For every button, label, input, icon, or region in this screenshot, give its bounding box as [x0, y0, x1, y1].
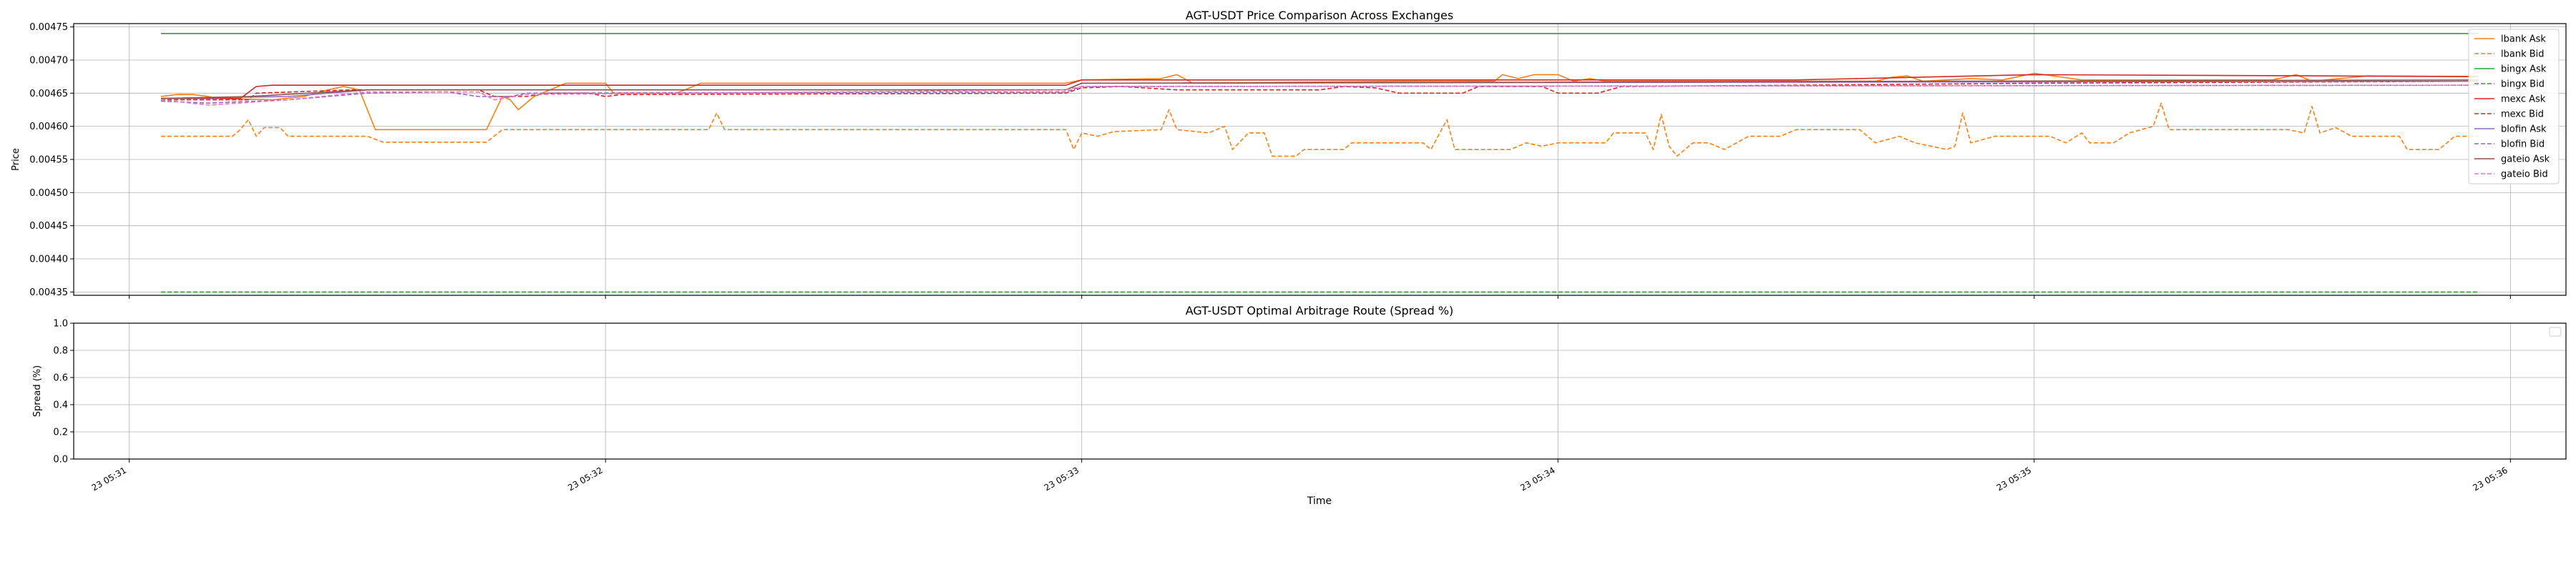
spread-chart-title: AGT-USDT Optimal Arbitrage Route (Spread…	[1186, 304, 1454, 317]
price-y-tick-label: 0.00440	[29, 255, 68, 265]
spread-y-tick-label: 0.8	[53, 346, 68, 357]
legend-label-bingx-bid: bingx Bid	[2501, 79, 2545, 90]
spread-chart-y-ticks: 0.0 0.2 0.4 0.6 0.8 1.0	[53, 319, 74, 465]
series-line-mexc-ask	[161, 74, 2479, 99]
legend-label-bingx-ask: bingx Ask	[2501, 64, 2547, 75]
price-y-tick-label: 0.00465	[29, 89, 68, 99]
series-line-blofin-bid	[160, 84, 2479, 104]
spread-y-tick-label: 1.0	[53, 319, 68, 330]
legend-box	[2468, 29, 2560, 184]
price-y-tick-label: 0.00460	[29, 122, 68, 132]
legend-label-lbank-ask: lbank Ask	[2501, 34, 2546, 45]
legend-label-blofin-ask: blofin Ask	[2501, 124, 2547, 135]
series-line-mexc-bid	[161, 80, 2479, 101]
legend-label-gateio-bid: gateio Bid	[2501, 169, 2548, 180]
price-chart-legend: lbank Ask lbank Bid bingx Ask bingx Bid mexc…	[2468, 29, 2560, 184]
price-y-tick-label: 0.00450	[29, 188, 68, 199]
legend-label-blofin-bid: blofin Bid	[2501, 139, 2545, 150]
x-axis-label: Time	[1307, 495, 1332, 507]
price-y-tick-label: 0.00445	[29, 221, 68, 232]
spread-y-tick-label: 0.2	[53, 428, 68, 438]
spread-y-tick-label: 0.0	[53, 455, 68, 465]
legend-label-gateio-ask: gateio Ask	[2501, 154, 2550, 165]
legend-label-mexc-ask: mexc Ask	[2501, 94, 2546, 105]
legend-label-mexc-bid: mexc Bid	[2501, 109, 2544, 120]
price-chart-title: AGT-USDT Price Comparison Across Exchang…	[1186, 9, 1453, 22]
price-comparison-chart: 0.00435 0.00440 0.00445 0.00450 0.00455 0.004…	[11, 9, 2567, 299]
series-line-gateio-ask	[160, 79, 2479, 99]
series-line-gateio-bid	[160, 84, 2479, 106]
spread-chart-empty-legend	[2549, 327, 2562, 337]
spread-chart-ylabel: Spread (%)	[32, 365, 43, 417]
price-y-tick-label: 0.00455	[29, 155, 68, 166]
spread-y-tick-label: 0.6	[53, 373, 68, 384]
price-chart-y-ticks: 0.00435 0.00440 0.00445 0.00450 0.00455 0.004…	[29, 22, 74, 298]
price-chart-series-lines	[160, 33, 2479, 293]
price-y-tick-label: 0.00435	[29, 287, 68, 298]
legend-label-lbank-bid: lbank Bid	[2501, 49, 2545, 60]
spread-y-tick-label: 0.4	[53, 400, 68, 411]
series-line-lbank-ask	[160, 72, 2479, 131]
spread-chart-frame	[73, 322, 2567, 460]
price-chart-ylabel: Price	[11, 148, 21, 171]
series-line-lbank-bid	[161, 102, 2479, 157]
price-chart-grid	[74, 24, 2566, 295]
price-y-tick-label: 0.00470	[29, 55, 68, 66]
price-y-tick-label: 0.00475	[29, 22, 68, 33]
price-chart-x-ticks	[129, 295, 2511, 299]
